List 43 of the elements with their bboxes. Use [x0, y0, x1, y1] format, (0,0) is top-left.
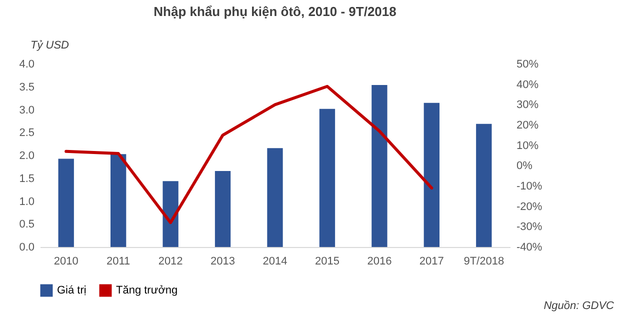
- text: Nguồn: GDVC: [544, 300, 614, 312]
- y-tick-label: 2.5: [19, 127, 34, 140]
- y-tick-label: 3.0: [19, 104, 34, 116]
- y2-tick-label: 20%: [516, 120, 539, 132]
- y2-tick-label: 40%: [516, 78, 539, 91]
- x-tick-label: 2017: [419, 256, 444, 268]
- y-tick-label: 2.0: [19, 150, 34, 162]
- x-tick-label: 2015: [314, 256, 340, 268]
- chart-title: Nhập khẩu phụ kiện ôtô, 2010 - 9T/2018: [154, 4, 396, 19]
- bar: [214, 171, 231, 247]
- y-axis-title: Tỷ USD: [30, 40, 70, 52]
- bar: [58, 158, 74, 247]
- y-tick-label: 1.5: [19, 172, 34, 185]
- y-tick-label: 0.0: [19, 242, 34, 254]
- line-series: [64, 84, 434, 224]
- bar: [372, 85, 388, 247]
- x-tick-label: 2012: [158, 256, 183, 268]
- y2-tick-label: 10%: [516, 140, 539, 152]
- y2-tick-label: 30%: [516, 99, 539, 112]
- bar: [476, 124, 492, 247]
- y-tick-label: 1.0: [19, 196, 34, 208]
- x-tick-label: 2010: [54, 256, 78, 268]
- y2-tick-label: -10%: [516, 180, 542, 192]
- y2-tick-label: -20%: [516, 200, 542, 213]
- legend-label: Tăng trưởng: [116, 284, 178, 297]
- legend-label: Giá trị: [57, 284, 86, 297]
- y2-tick-label: 0%: [516, 160, 533, 172]
- y2-tick-label: -40%: [516, 242, 542, 254]
- x-tick-label: 2013: [210, 256, 236, 268]
- bar: [319, 108, 336, 247]
- bar: [110, 154, 126, 247]
- y-tick-label: 0.5: [19, 218, 34, 231]
- bar: [267, 148, 283, 247]
- y-tick-label: 4.0: [19, 58, 34, 70]
- x-tick-label: 2014: [262, 256, 288, 268]
- y2-tick-label: -30%: [516, 221, 542, 234]
- x-tick-label: 2016: [367, 256, 392, 268]
- bar: [162, 181, 178, 247]
- y2-tick-label: 50%: [516, 58, 539, 70]
- bar: [424, 102, 440, 247]
- x-tick-label: 2011: [106, 256, 130, 268]
- y-tick-label: 3.5: [19, 81, 34, 94]
- x-tick-label: 9T/2018: [464, 256, 504, 268]
